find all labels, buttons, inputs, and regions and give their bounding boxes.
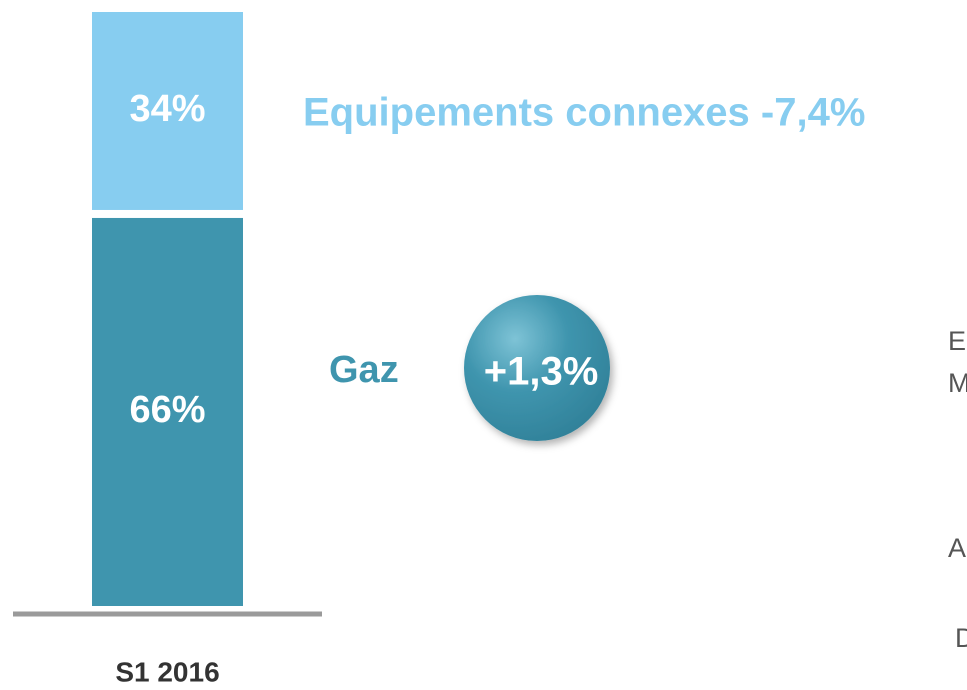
x-tick-label: S1 2016 (115, 656, 219, 687)
annotation: D (955, 623, 967, 653)
data-label: 34% (129, 88, 205, 130)
annotation: M (948, 368, 967, 398)
change-bubble (464, 295, 610, 441)
annotation: A (948, 533, 966, 563)
change-label: +1,3% (484, 350, 599, 394)
series-label: Equipements connexes -7,4% (303, 91, 865, 135)
series-label: Gaz (329, 349, 399, 391)
bar-segment (92, 217, 243, 606)
data-label: 66% (129, 389, 205, 431)
bar-segment (92, 12, 243, 210)
annotation: E (948, 326, 966, 356)
